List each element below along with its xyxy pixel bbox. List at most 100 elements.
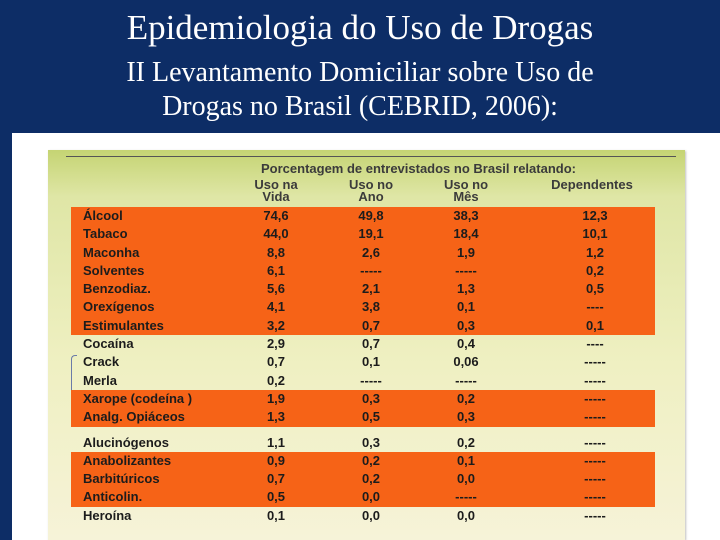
slide-title: Epidemiologia do Uso de Drogas: [126, 8, 594, 47]
slide-content-area: Porcentagem de entrevistados no Brasil r…: [12, 133, 720, 540]
uso-no-ano-cell: -----: [360, 372, 382, 388]
column-header-line1: Uso na: [254, 177, 298, 192]
uso-no-ano-cell: 0,1: [361, 354, 381, 370]
header-rule: [66, 156, 676, 157]
uso-no-mes-cell: 0,2: [456, 434, 476, 450]
uso-no-ano-cell: 0,3: [361, 434, 381, 450]
dependentes-cell: 12,3: [582, 208, 608, 223]
uso-no-ano-cell: 0,2: [361, 471, 381, 487]
uso-no-ano-cell: 0,3: [361, 390, 381, 406]
column-header-vida: Uso na Vida: [231, 177, 321, 204]
table-row: Heroína 0,1 0,0 0,0 -----: [71, 507, 655, 525]
column-header-line1: Uso no: [348, 177, 394, 192]
column-header-line2: Mês: [453, 189, 479, 204]
table-row: Anabolizantes 0,9 0,2 0,1 -----: [71, 451, 655, 471]
uso-no-mes-cell: 0,1: [456, 452, 476, 468]
dependentes-cell: -----: [584, 452, 606, 468]
subtitle-line-1: II Levantamento Domiciliar sobre Uso de: [126, 57, 594, 88]
column-header-line1: Dependentes: [551, 177, 633, 192]
uso-na-vida-cell: 1,9: [266, 390, 286, 406]
drug-name-cell: Merla: [83, 372, 117, 388]
uso-no-mes-cell: 0,2: [456, 390, 476, 406]
drug-name-cell: Solventes: [83, 262, 145, 278]
drug-name-cell: Xarope (codeína ): [83, 390, 193, 406]
uso-na-vida-cell: 74,6: [263, 208, 289, 223]
uso-na-vida-cell: 0,1: [266, 507, 286, 523]
table-row: Analg. Opiáceos 1,3 0,5 0,3 -----: [71, 408, 655, 427]
drug-name-cell: Estimulantes: [83, 317, 164, 333]
drug-name-cell: Heroína: [83, 507, 132, 523]
dependentes-cell: -----: [584, 354, 606, 370]
drug-name-cell: Crack: [83, 354, 120, 370]
column-header-ano: Uso no Ano: [326, 177, 416, 204]
drug-name-cell: Benzodiaz.: [83, 281, 151, 297]
table-row: Maconha 8,8 2,6 1,9 1,2: [71, 243, 655, 262]
uso-na-vida-cell: 0,7: [266, 471, 286, 487]
subtitle-line-2: Drogas no Brasil (CEBRID, 2006):: [162, 91, 558, 122]
table-row: Merla 0,2 ----- ----- -----: [71, 372, 655, 390]
column-header-mes: Uso no Mês: [421, 178, 511, 204]
uso-na-vida-cell: 0,9: [266, 452, 286, 468]
uso-na-vida-cell: 3,2: [266, 317, 286, 333]
uso-no-ano-cell: -----: [360, 262, 382, 278]
uso-na-vida-cell: 8,8: [266, 244, 286, 260]
uso-no-ano-cell: 0,7: [361, 336, 381, 352]
column-header-line2: Ano: [358, 189, 384, 204]
drug-name-cell: Maconha: [83, 244, 140, 260]
dependentes-cell: -----: [584, 434, 606, 450]
dependentes-cell: 0,5: [585, 281, 605, 297]
uso-no-mes-cell: 0,4: [456, 336, 476, 352]
drug-use-table: Porcentagem de entrevistados no Brasil r…: [48, 150, 685, 540]
table-body: Álcool 74,6 49,8 38,3 12,3 Tabaco 44,0 19,1 18,4…: [71, 207, 655, 525]
dependentes-cell: -----: [584, 507, 606, 523]
uso-no-ano-cell: 49,8: [358, 208, 384, 223]
uso-no-ano-cell: 2,6: [361, 244, 381, 260]
dependentes-cell: 10,1: [582, 226, 608, 242]
uso-no-mes-cell: 0,06: [453, 354, 479, 370]
dependentes-cell: 1,2: [585, 244, 605, 260]
uso-na-vida-cell: 44,0: [263, 226, 289, 242]
dependentes-cell: 0,1: [585, 317, 605, 333]
uso-no-ano-cell: 0,7: [361, 317, 381, 333]
uso-no-mes-cell: 0,3: [456, 409, 476, 425]
uso-no-mes-cell: -----: [455, 489, 477, 505]
uso-no-ano-cell: 2,1: [361, 281, 381, 297]
uso-no-mes-cell: 0,0: [456, 471, 476, 487]
dependentes-cell: ----: [586, 336, 604, 352]
uso-no-mes-cell: 1,3: [456, 281, 476, 297]
table-row: Tabaco 44,0 19,1 18,4 10,1: [71, 225, 655, 244]
column-header-dependentes: Dependentes: [537, 177, 647, 192]
drug-name-cell: Álcool: [83, 208, 123, 223]
uso-no-mes-cell: 18,4: [453, 226, 479, 242]
uso-no-ano-cell: 19,1: [358, 226, 384, 242]
table-row: Benzodiaz. 5,6 2,1 1,3 0,5: [71, 280, 655, 299]
uso-no-ano-cell: 0,0: [361, 507, 381, 523]
table-caption: Porcentagem de entrevistados no Brasil r…: [261, 161, 576, 176]
table-row: Cocaína 2,9 0,7 0,4 ----: [71, 335, 655, 353]
uso-na-vida-cell: 2,9: [266, 336, 286, 352]
column-header-line2: Vida: [262, 189, 290, 204]
table-row: Barbitúricos 0,7 0,2 0,0 -----: [71, 470, 655, 489]
table-row: Álcool 74,6 49,8 38,3 12,3: [71, 207, 655, 226]
drug-name-cell: Anticolin.: [83, 489, 143, 505]
uso-na-vida-cell: 0,2: [266, 372, 286, 388]
uso-no-mes-cell: -----: [455, 262, 477, 278]
drug-name-cell: Anabolizantes: [83, 452, 172, 468]
uso-no-mes-cell: 38,3: [453, 208, 479, 223]
drug-name-cell: Analg. Opiáceos: [83, 409, 185, 425]
drug-name-cell: Alucinógenos: [83, 434, 169, 450]
uso-no-mes-cell: -----: [455, 372, 477, 388]
table-row: Solventes 6,1 ----- ----- 0,2: [71, 261, 655, 281]
drug-name-cell: Cocaína: [83, 336, 134, 352]
uso-na-vida-cell: 1,1: [266, 434, 286, 450]
table-row: Xarope (codeína ) 1,9 0,3 0,2 -----: [71, 389, 655, 409]
uso-no-mes-cell: 0,3: [456, 317, 476, 333]
dependentes-cell: -----: [584, 489, 606, 505]
uso-na-vida-cell: 1,3: [266, 409, 286, 425]
dependentes-cell: -----: [584, 372, 606, 388]
table-row: Alucinógenos 1,1 0,3 0,2 -----: [71, 434, 655, 452]
uso-na-vida-cell: 6,1: [266, 262, 286, 278]
uso-no-mes-cell: 1,9: [456, 244, 476, 260]
drug-name-cell: Orexígenos: [83, 299, 155, 315]
uso-na-vida-cell: 0,7: [266, 354, 286, 370]
